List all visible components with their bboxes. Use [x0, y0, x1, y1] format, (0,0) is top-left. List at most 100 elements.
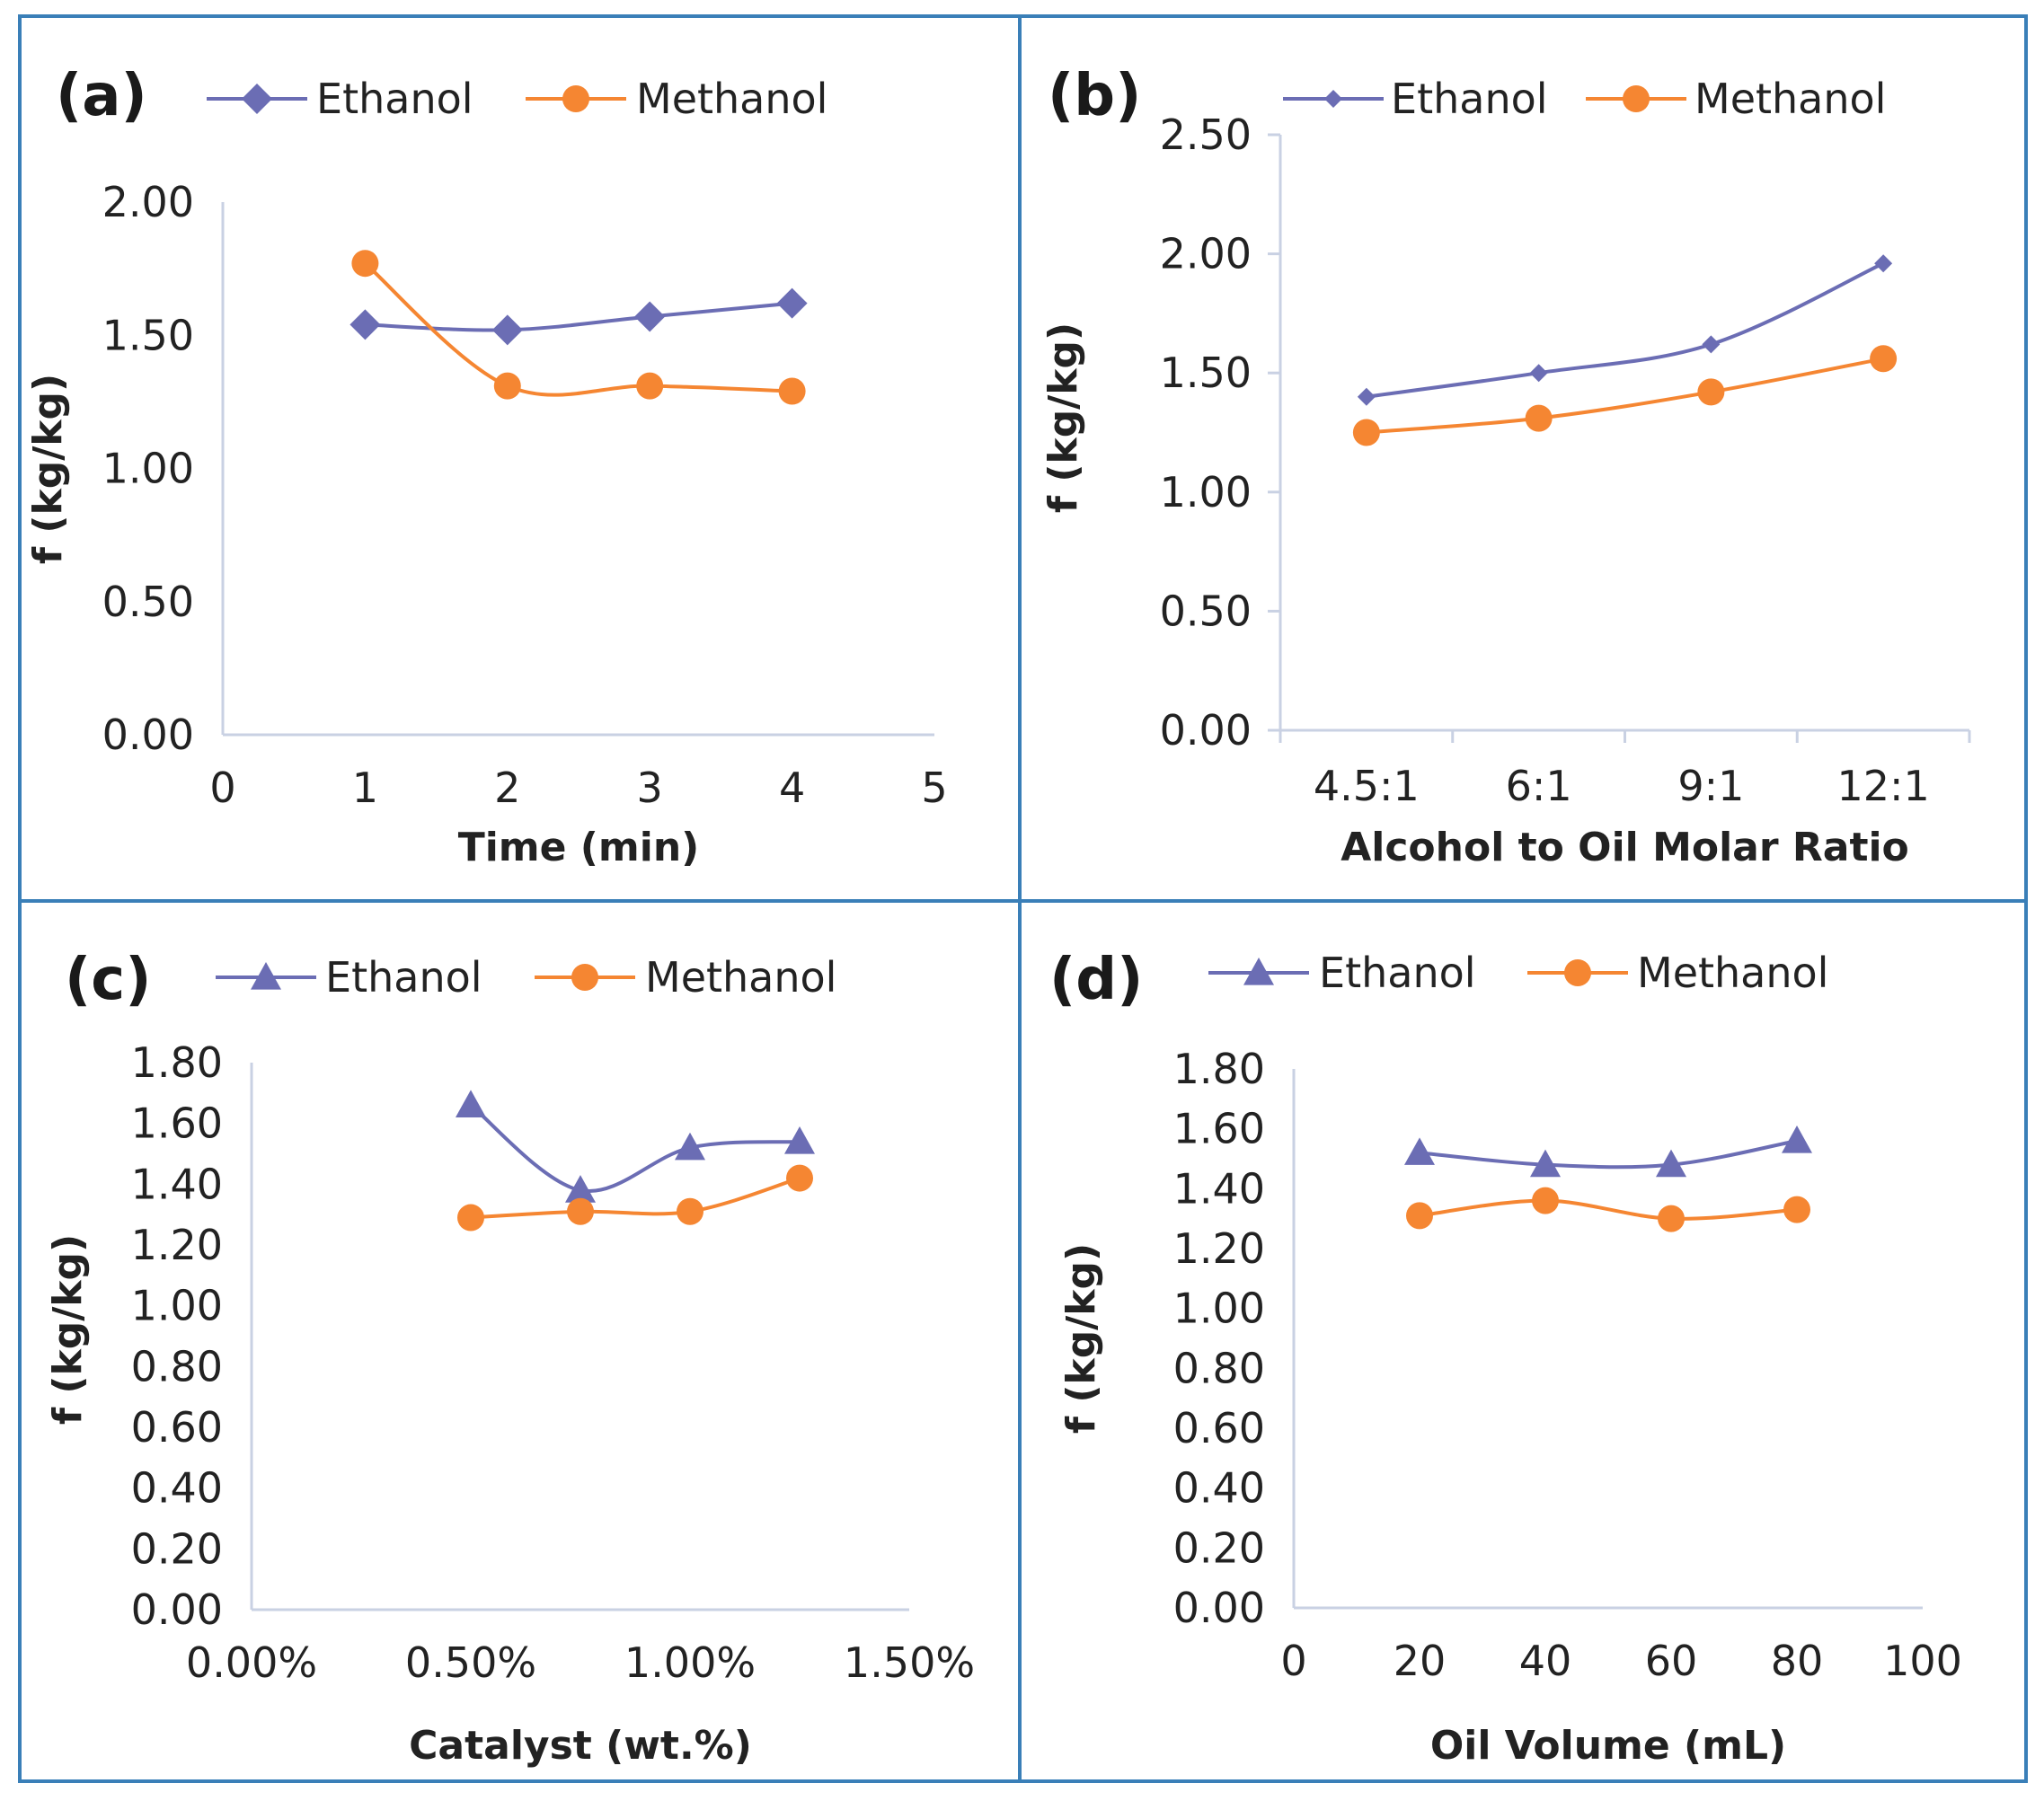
x-tick-label: 1 [352, 764, 378, 812]
x-axis-title: Alcohol to Oil Molar Ratio [1341, 825, 1909, 870]
series-line [1419, 1139, 1798, 1170]
y-tick-label: 1.00 [131, 1282, 223, 1330]
series-methanol [1406, 1187, 1810, 1232]
y-tick-label: 0.20 [131, 1524, 223, 1573]
series-line [365, 301, 792, 332]
y-tick-label: 0.50 [102, 578, 194, 626]
data-point [1870, 345, 1898, 373]
legend-entry: Ethanol [216, 953, 482, 1002]
legend-marker [251, 962, 281, 990]
y-tick-label: 1.00 [1160, 468, 1252, 516]
x-tick-label: 40 [1519, 1637, 1572, 1685]
y-tick-label: 1.60 [1173, 1105, 1265, 1153]
series-ethanol [350, 287, 808, 346]
y-tick-label: 0.40 [1173, 1464, 1265, 1513]
y-tick-label: 1.20 [1173, 1224, 1265, 1273]
legend-entry: Ethanol [207, 75, 473, 123]
data-point [1532, 1187, 1559, 1214]
legend-label: Ethanol [325, 953, 482, 1002]
data-point [1783, 1196, 1810, 1223]
data-point [1658, 1205, 1685, 1232]
legend-marker [1243, 958, 1274, 985]
data-point [1406, 1202, 1433, 1230]
legend-marker [1564, 959, 1591, 986]
x-tick-label: 0.00% [186, 1638, 317, 1687]
y-tick-label: 2.50 [1160, 110, 1252, 159]
panel-label: (b) [1048, 63, 1141, 129]
series-ethanol [1357, 254, 1893, 406]
series-line [470, 1176, 801, 1220]
y-tick-label: 0.00 [102, 711, 194, 759]
x-tick-label: 1.00% [624, 1638, 756, 1687]
y-tick-label: 0.60 [131, 1403, 223, 1452]
series-ethanol [1404, 1126, 1812, 1178]
legend-label: Methanol [1637, 949, 1828, 997]
legend-entry: Ethanol [1283, 75, 1548, 123]
y-tick-label: 0.50 [1160, 587, 1252, 635]
data-point [565, 1175, 596, 1203]
data-point [1357, 387, 1376, 406]
data-point [786, 1164, 813, 1192]
data-point [567, 1197, 594, 1225]
y-tick-label: 0.00 [131, 1585, 223, 1634]
legend-marker [562, 85, 589, 112]
x-tick-label: 0 [1280, 1637, 1306, 1685]
x-tick-label: 2 [494, 764, 520, 812]
legend-label: Ethanol [316, 75, 473, 123]
y-tick-label: 0.80 [131, 1342, 223, 1390]
x-category-label: 4.5:1 [1314, 762, 1420, 810]
x-tick-label: 20 [1394, 1637, 1447, 1685]
y-tick-label: 0.00 [1160, 706, 1252, 755]
panel-d: 0.00 0.20 0.40 0.60 0.80 1.00 1.20 1.40 1.60 1.80… [1049, 947, 1962, 1769]
y-tick-label: 1.40 [1173, 1164, 1265, 1213]
x-tick-label: 1.50% [844, 1638, 975, 1687]
x-tick-label: 0 [209, 764, 235, 812]
panel-b: 0.00 0.50 1.00 1.50 2.00 2.50 4.5:1 6:1 9:1 12:1 A… [1040, 63, 1971, 870]
legend-label: Methanol [1694, 75, 1886, 123]
panel-c: 0.00 0.20 0.40 0.60 0.80 1.00 1.20 1.40 1.60 1.80… [45, 947, 975, 1769]
y-tick-label: 1.80 [1173, 1045, 1265, 1093]
y-tick-label: 0.40 [131, 1464, 223, 1513]
series-line [469, 1103, 801, 1194]
legend-entry: Ethanol [1208, 949, 1476, 997]
panel-a: 0.00 0.50 1.00 1.50 2.00 0 1 2 3 4 5 Time (min) f (k… [25, 63, 948, 870]
x-tick-label: 0.50% [405, 1638, 536, 1687]
panel-label: (c) [65, 947, 151, 1013]
legend-entry: Methanol [1586, 75, 1886, 123]
y-tick-label: 1.50 [102, 311, 194, 359]
x-axis-title: Catalyst (wt.%) [409, 1723, 752, 1769]
series-ethanol [456, 1090, 815, 1203]
data-point [1404, 1137, 1435, 1165]
legend-marker [1623, 85, 1650, 112]
x-tick-label: 80 [1771, 1637, 1824, 1685]
panel-label: (d) [1049, 947, 1143, 1013]
data-point [776, 287, 808, 319]
x-tick-label: 100 [1883, 1637, 1962, 1685]
y-axis-title: f (kg/kg) [1058, 1243, 1104, 1434]
series-methanol [457, 1164, 813, 1232]
legend-marker [242, 84, 272, 114]
y-tick-label: 2.00 [102, 178, 194, 226]
y-axis-title: f (kg/kg) [25, 374, 71, 564]
legend-label: Methanol [636, 75, 827, 123]
x-tick-label: 3 [637, 764, 663, 812]
data-point [1874, 254, 1893, 273]
x-axis-title: Time (min) [458, 825, 700, 870]
y-tick-label: 1.50 [1160, 349, 1252, 397]
y-tick-label: 0.20 [1173, 1523, 1265, 1572]
data-point [493, 372, 521, 400]
series-methanol [1352, 345, 1898, 446]
series-line [1419, 1198, 1798, 1221]
data-point [636, 372, 664, 400]
data-point [351, 250, 379, 278]
data-point [1530, 1149, 1561, 1178]
data-point [491, 314, 523, 346]
data-point [1529, 364, 1548, 383]
data-point [677, 1197, 703, 1225]
data-point [457, 1204, 484, 1232]
y-tick-label: 1.80 [131, 1038, 223, 1087]
x-category-label: 12:1 [1836, 762, 1929, 810]
x-category-label: 9:1 [1677, 762, 1744, 810]
y-axis-title: f (kg/kg) [1040, 322, 1086, 513]
